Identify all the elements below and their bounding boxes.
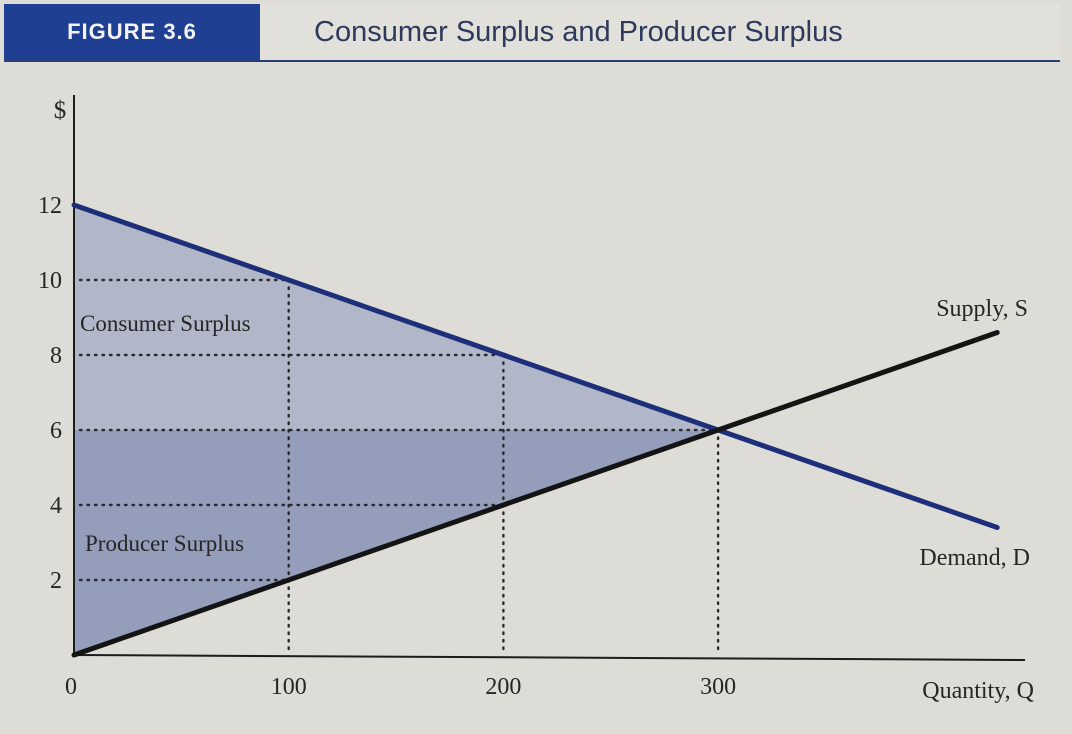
x-tick-label-0: 0 bbox=[65, 674, 77, 700]
y-tick-label-12: 12 bbox=[38, 193, 62, 219]
figure-number: FIGURE 3.6 bbox=[4, 4, 260, 60]
dotted-guides bbox=[78, 278, 720, 653]
y-tick-label-6: 6 bbox=[50, 418, 62, 444]
supply-label: Supply, S bbox=[936, 296, 1028, 322]
demand-label: Demand, D bbox=[919, 545, 1030, 571]
consumer-surplus-label: Consumer Surplus bbox=[80, 311, 251, 336]
x-axis-label: Quantity, Q bbox=[922, 678, 1034, 704]
x-axis bbox=[73, 654, 1026, 661]
x-tick-label-300: 300 bbox=[700, 674, 736, 700]
curves bbox=[71, 202, 1000, 658]
y-tick-label-8: 8 bbox=[50, 343, 62, 369]
supply-line bbox=[71, 330, 1000, 658]
x-tick-label-200: 200 bbox=[485, 674, 521, 700]
chart-labels: 2 4 6 8 10 12 0 100 200 300 $ Quantity, Q Consumer S… bbox=[38, 97, 1034, 704]
x-tick-label-100: 100 bbox=[271, 674, 307, 700]
figure-header: FIGURE 3.6 Consumer Surplus and Producer… bbox=[4, 4, 1060, 62]
figure-title: Consumer Surplus and Producer Surplus bbox=[314, 15, 843, 48]
y-tick-label-4: 4 bbox=[50, 493, 62, 519]
y-tick-label-2: 2 bbox=[50, 568, 62, 594]
y-axis-label: $ bbox=[54, 97, 67, 124]
producer-surplus-label: Producer Surplus bbox=[85, 531, 244, 556]
axes bbox=[73, 95, 1026, 661]
y-tick-label-10: 10 bbox=[38, 268, 62, 294]
